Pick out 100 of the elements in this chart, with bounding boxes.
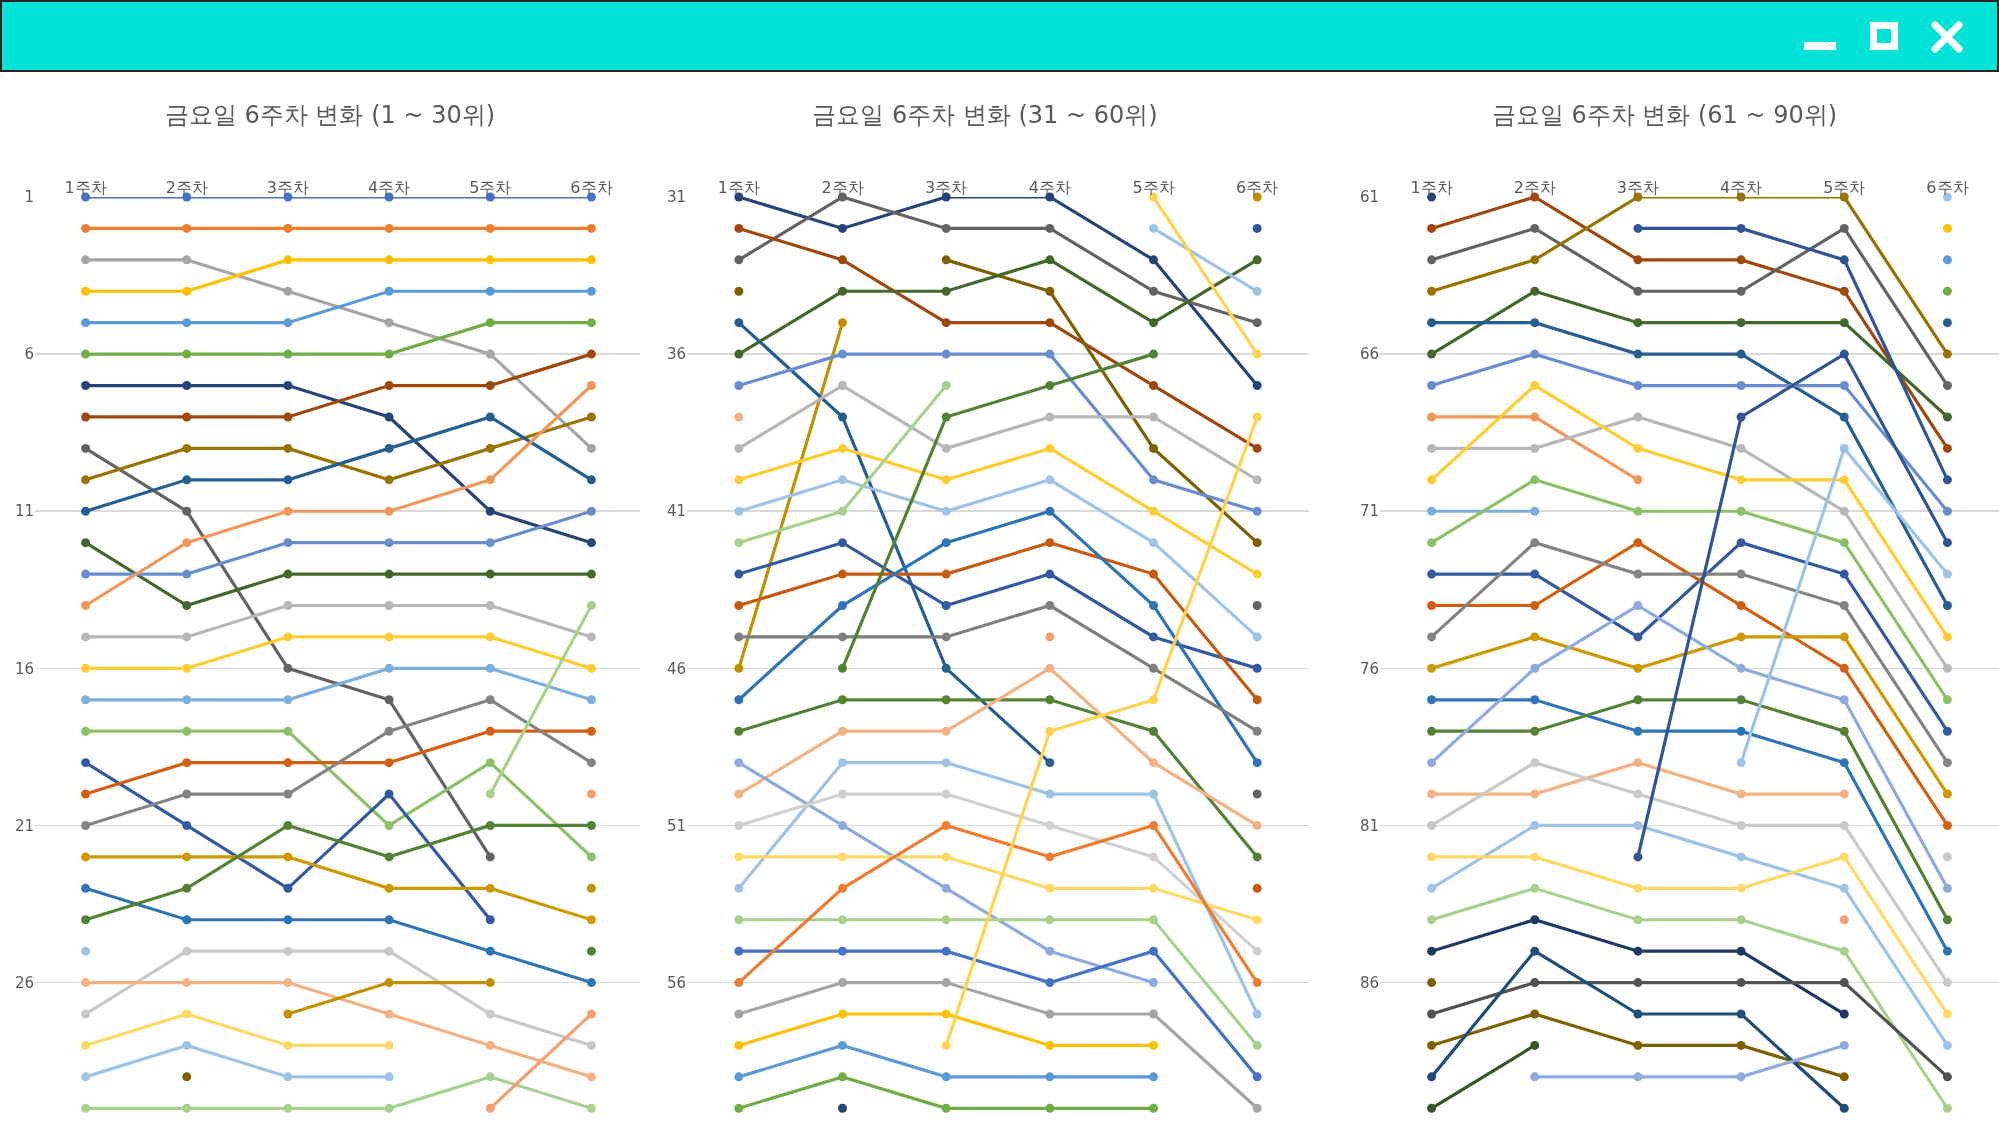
point <box>1839 852 1849 862</box>
point <box>838 443 847 453</box>
point <box>1252 255 1262 265</box>
point <box>941 1103 951 1113</box>
point <box>941 758 951 768</box>
y-tick-label: 71 <box>1359 502 1379 521</box>
point <box>1839 883 1849 893</box>
point <box>1149 632 1158 642</box>
point <box>586 538 596 548</box>
point <box>1839 1072 1849 1082</box>
point <box>1942 506 1952 516</box>
point <box>182 946 192 956</box>
point <box>1942 695 1952 705</box>
x-tick-label: 1주차 <box>717 177 760 197</box>
point <box>1252 1040 1262 1050</box>
point <box>586 506 596 516</box>
point <box>1839 978 1849 988</box>
point <box>1045 223 1055 233</box>
y-tick-label: 11 <box>14 502 34 521</box>
point <box>1736 349 1746 359</box>
point <box>734 726 744 736</box>
point <box>485 569 495 579</box>
point <box>81 726 91 736</box>
point <box>734 443 744 453</box>
point <box>734 601 744 611</box>
point <box>1736 475 1746 485</box>
point <box>1736 632 1746 642</box>
point <box>1149 381 1158 391</box>
point <box>586 1072 596 1082</box>
point <box>384 538 394 548</box>
point <box>1149 601 1158 611</box>
x-tick-label: 2주차 <box>165 177 208 197</box>
point <box>283 412 293 422</box>
point <box>182 663 192 673</box>
point <box>81 852 91 862</box>
point <box>81 663 91 673</box>
point <box>1633 223 1643 233</box>
point <box>1427 475 1437 485</box>
x-tick-label: 4주차 <box>1719 177 1763 197</box>
point <box>1530 349 1540 359</box>
point <box>283 255 293 265</box>
point <box>384 915 394 925</box>
point <box>1839 569 1849 579</box>
point <box>485 475 495 485</box>
point <box>1633 318 1643 328</box>
y-tick-label: 26 <box>14 973 34 992</box>
x-tick-label: 6주차 <box>1926 177 1969 197</box>
point <box>384 318 394 328</box>
point <box>1530 726 1540 736</box>
point <box>283 349 293 359</box>
point <box>586 255 596 265</box>
point <box>1530 852 1540 862</box>
point <box>586 475 596 485</box>
point <box>1839 349 1849 359</box>
point <box>1839 758 1849 768</box>
point <box>485 789 495 799</box>
point <box>283 1040 293 1050</box>
point <box>283 758 293 768</box>
point <box>182 349 192 359</box>
point <box>81 758 91 768</box>
point <box>941 223 951 233</box>
point <box>1045 538 1055 548</box>
point <box>485 1103 495 1113</box>
point <box>1149 538 1158 548</box>
point <box>1839 663 1849 673</box>
point <box>734 381 744 391</box>
point <box>1839 412 1849 422</box>
y-tick-label: 86 <box>1359 973 1379 992</box>
point <box>1149 726 1158 736</box>
point <box>1045 758 1055 768</box>
point <box>1045 726 1055 736</box>
point <box>1427 443 1437 453</box>
point <box>1633 632 1643 642</box>
point <box>838 381 847 391</box>
y-tick-label: 16 <box>14 659 34 678</box>
point <box>1045 1072 1055 1082</box>
point <box>1427 726 1437 736</box>
x-tick-label: 3주차 <box>925 177 968 197</box>
point <box>182 475 192 485</box>
point <box>283 915 293 925</box>
point <box>1633 349 1643 359</box>
x-tick-label: 6주차 <box>1236 177 1279 197</box>
point <box>1149 946 1158 956</box>
point <box>81 820 91 830</box>
point <box>586 349 596 359</box>
point <box>734 569 744 579</box>
point <box>1530 318 1540 328</box>
point <box>1427 1072 1437 1082</box>
point <box>941 946 951 956</box>
point <box>1942 758 1952 768</box>
point <box>1530 820 1540 830</box>
point <box>1149 883 1158 893</box>
point <box>586 443 596 453</box>
point <box>1252 506 1262 516</box>
point <box>941 695 951 705</box>
y-tick-label: 1 <box>24 188 34 207</box>
point <box>283 1072 293 1082</box>
point <box>384 286 394 296</box>
point <box>1736 569 1746 579</box>
point <box>485 1009 495 1019</box>
